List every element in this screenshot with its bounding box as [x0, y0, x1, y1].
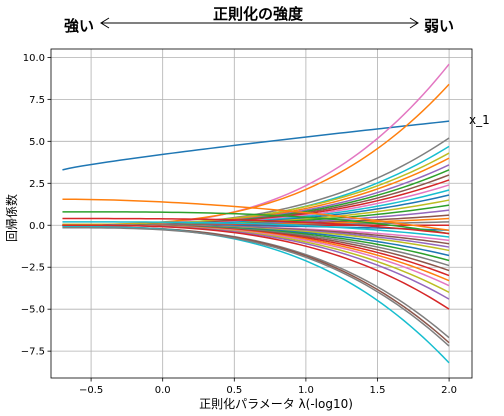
x-tick-label: 1.0: [298, 385, 314, 396]
x-axis-ticks: −0.5 0.0 0.5 1.0 1.5 2.0: [79, 378, 457, 396]
axes-frame: [50, 48, 473, 379]
chart-title: 正則化の強度: [213, 5, 304, 23]
y-axis-label: 回帰係数: [4, 194, 19, 242]
coefficient-line-43: [62, 226, 450, 364]
left-annotation: 強い: [64, 17, 94, 35]
y-tick-label: −7.5: [21, 347, 45, 358]
y-tick-label: 5.0: [29, 137, 45, 148]
y-tick-label: 0.0: [29, 221, 45, 232]
series-annotation-x1: x_1: [469, 113, 490, 127]
y-axis-ticks: −7.5 −5.0 −2.5 0.0 2.5 5.0 7.5 10.0: [21, 53, 51, 358]
coefficient-line-23: [62, 198, 450, 232]
coefficient-line-6: [62, 152, 450, 226]
x-tick-label: −0.5: [79, 385, 103, 396]
coefficient-line-1: [62, 120, 450, 171]
right-annotation: 弱い: [424, 17, 454, 35]
coefficient-line-40: [62, 224, 450, 310]
coefficient-line-24: [62, 211, 450, 235]
y-tick-label: 10.0: [23, 53, 45, 64]
y-tick-label: −5.0: [21, 305, 45, 316]
coefficient-line-2: [62, 63, 450, 227]
x-tick-label: 1.5: [370, 385, 386, 396]
coefficient-line-44: [62, 227, 450, 347]
x-axis-label: 正則化パラメータ λ(-log10): [199, 397, 353, 411]
coefficient-line-26: [62, 221, 450, 238]
x-tick-label: 0.5: [226, 385, 242, 396]
coefficient-lines: [62, 63, 450, 364]
y-tick-label: 2.5: [29, 179, 45, 190]
y-tick-label: 7.5: [29, 95, 45, 106]
x-tick-label: 2.0: [441, 385, 457, 396]
x-tick-label: 0.0: [155, 385, 171, 396]
y-tick-label: −2.5: [21, 263, 45, 274]
double-arrow: [100, 17, 419, 29]
grid-lines: [51, 49, 472, 378]
coefficient-line-25: [62, 217, 450, 235]
